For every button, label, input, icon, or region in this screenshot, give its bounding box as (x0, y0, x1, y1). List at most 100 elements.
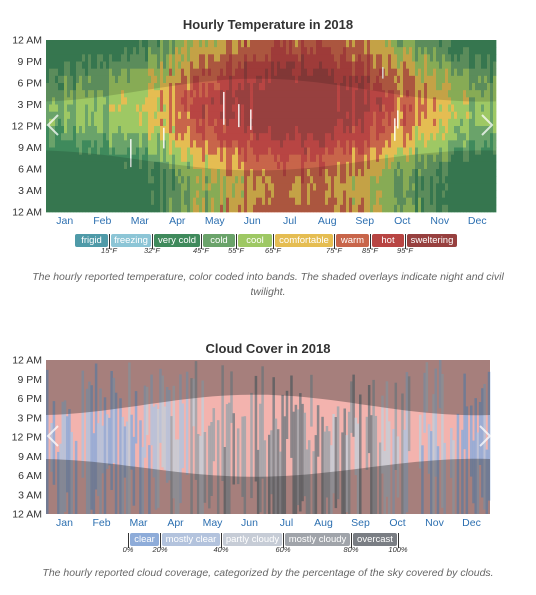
temperature-cell (415, 126, 419, 134)
temperature-cell (331, 147, 335, 156)
temperature-cell (394, 97, 398, 105)
temperature-cell (223, 126, 227, 134)
temperature-cell (466, 47, 470, 55)
temperature-cell (112, 61, 116, 70)
temperature-cell (436, 154, 440, 163)
temperature-cell (337, 176, 341, 184)
temperature-cell (148, 47, 152, 55)
temperature-cell (385, 169, 389, 177)
temperature-cell (184, 154, 188, 163)
temperature-cell (325, 140, 329, 148)
legend-swatch: warm (336, 234, 369, 247)
temperature-cell (151, 126, 155, 134)
temperature-cell (289, 47, 293, 55)
temperature-cell (76, 75, 80, 84)
temperature-cell (319, 97, 323, 105)
temperature-cell (322, 190, 326, 199)
temperature-cell (382, 140, 386, 148)
temperature-cell (268, 47, 272, 55)
y-tick-label: 9 PM (17, 374, 42, 386)
cloud-legend: clear mostly clear partly cloudy mostly clo… (0, 533, 536, 563)
temperature-cell (262, 54, 266, 62)
temperature-cell (442, 169, 446, 177)
temperature-cell (190, 118, 194, 127)
temperature-cell (493, 90, 497, 98)
temperature-cell (286, 183, 290, 191)
temperature-cell (493, 126, 497, 134)
temperature-cell (142, 154, 146, 163)
temperature-cell (196, 133, 200, 141)
temperature-cell (280, 90, 284, 98)
temperature-cell (115, 133, 119, 141)
temperature-cell (73, 169, 77, 177)
temperature-cell (298, 161, 302, 170)
temperature-cell (121, 111, 125, 120)
temperature-cell (163, 133, 167, 141)
temperature-cell (187, 40, 191, 48)
temperature-cell (442, 118, 446, 127)
temperature-cell (265, 83, 269, 91)
temperature-cell (445, 68, 449, 77)
temperature-cell (250, 75, 254, 84)
temperature-cell (253, 83, 257, 91)
temperature-cell (283, 90, 287, 98)
temperature-cell (334, 104, 338, 113)
temperature-cell (289, 111, 293, 120)
temperature-cell (358, 147, 362, 156)
temperature-cell (253, 126, 257, 134)
temperature-cell (292, 133, 296, 141)
temperature-cell (91, 197, 95, 206)
temperature-cell (154, 118, 158, 127)
temperature-cell (445, 111, 449, 120)
temperature-cell (52, 61, 56, 70)
temperature-cell (436, 133, 440, 141)
temperature-cell (490, 68, 494, 77)
temperature-cell (145, 197, 149, 206)
temperature-cell (436, 54, 440, 62)
temperature-cell (181, 126, 185, 134)
temperature-cell (331, 197, 335, 206)
next-chevron-icon[interactable] (480, 114, 494, 136)
temperature-cell (256, 154, 260, 163)
temperature-cell (172, 61, 176, 70)
temperature-cell (187, 197, 191, 206)
previous-chevron-icon[interactable] (46, 114, 60, 136)
temperature-cell (385, 97, 389, 105)
temperature-cell (481, 126, 485, 134)
temperature-cell (463, 126, 467, 134)
temperature-cell (82, 40, 86, 48)
temperature-cell (403, 90, 407, 98)
temperature-cell (472, 147, 476, 156)
temperature-cell (418, 104, 422, 113)
temperature-cell (79, 190, 83, 199)
temperature-cell (313, 183, 317, 191)
temperature-cell (421, 118, 425, 127)
temperature-cell (223, 40, 227, 48)
temperature-cell (106, 126, 110, 134)
temperature-cell (58, 161, 62, 170)
temperature-cell (400, 104, 404, 113)
temperature-cell (301, 147, 305, 156)
temperature-cell (466, 118, 470, 127)
temperature-cell (136, 61, 140, 70)
temperature-cell (388, 68, 392, 77)
temperature-cell (388, 154, 392, 163)
temperature-cell (217, 140, 221, 148)
temperature-cell (199, 97, 203, 105)
next-chevron-icon[interactable] (478, 425, 492, 447)
temperature-cell (64, 154, 68, 163)
temperature-cell (421, 83, 425, 91)
temperature-cell (223, 204, 227, 213)
temperature-cell (370, 133, 374, 141)
temperature-cell (214, 183, 218, 191)
temperature-cell (112, 40, 116, 48)
temperature-cell (70, 161, 74, 170)
temperature-cell (160, 154, 164, 163)
temperature-cell (139, 133, 143, 141)
temperature-cell (97, 147, 101, 156)
temperature-cell (478, 97, 482, 105)
previous-chevron-icon[interactable] (46, 425, 60, 447)
temperature-cell (466, 83, 470, 91)
temperature-cell (478, 204, 482, 213)
